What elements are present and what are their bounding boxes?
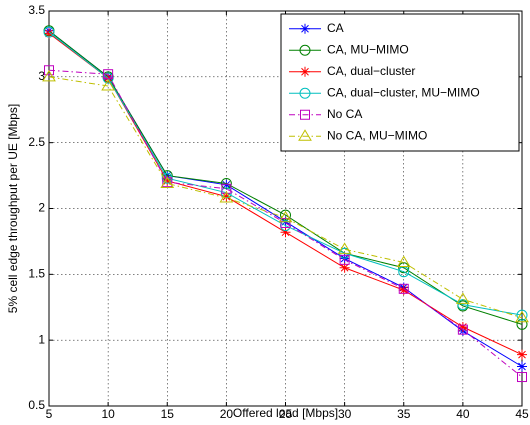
data-point (339, 262, 350, 273)
legend-item: CA (289, 21, 344, 35)
y-axis-label: 5% cell edge throughput per UE [Mbps] (6, 104, 20, 313)
data-point (457, 324, 468, 335)
data-point (221, 191, 232, 202)
legend-label: CA, dual−cluster (327, 64, 415, 78)
data-point (455, 292, 470, 304)
data-point (103, 69, 114, 80)
data-point (517, 349, 527, 360)
data-point (517, 372, 527, 383)
data-point (219, 190, 234, 203)
legend-swatch-marker (298, 129, 312, 141)
y-tick-label: 3 (38, 69, 45, 83)
data-point (457, 299, 469, 311)
series-line (48, 69, 523, 378)
legend: CA CA, MU−MIMO CA, dual−cluster CA, dual−cl… (280, 13, 520, 152)
data-point (44, 28, 54, 39)
y-tick-label: 3.5 (28, 3, 45, 17)
x-tick-label: 35 (397, 407, 411, 420)
series-line (48, 31, 523, 316)
legend-label: CA, MU−MIMO (327, 42, 409, 56)
data-point (160, 176, 175, 188)
data-point (516, 318, 528, 330)
data-point (339, 254, 350, 265)
data-point (517, 361, 527, 372)
data-point (398, 262, 410, 274)
legend-item: CA, MU−MIMO (289, 42, 409, 56)
legend-item: CA, dual−cluster (289, 64, 415, 78)
data-point (280, 209, 291, 221)
x-tick-label: 15 (161, 407, 175, 420)
data-point (516, 309, 528, 321)
series-5 (44, 65, 527, 383)
data-point (457, 322, 468, 332)
data-point (220, 177, 232, 189)
legend-item: No CA, MU−MIMO (289, 128, 427, 142)
x-tick-label: 30 (338, 407, 352, 420)
y-tick-label: 1.5 (28, 267, 45, 281)
x-tick-label: 40 (456, 407, 470, 420)
data-point (515, 310, 529, 323)
y-tick-label: 0.5 (28, 398, 45, 412)
data-point (221, 179, 232, 190)
legend-item: CA, dual−cluster, MU−MIMO (289, 85, 480, 99)
y-tick-label: 2.5 (28, 135, 45, 149)
legend-swatch-marker (300, 109, 310, 120)
y-tick-label: 1 (38, 332, 45, 346)
data-point (42, 69, 56, 82)
legend-box (280, 13, 520, 152)
x-tick-label: 20 (220, 407, 234, 420)
data-point (280, 227, 291, 238)
data-point (221, 183, 232, 194)
legend-label: No CA (327, 107, 362, 121)
x-tick-label: 10 (101, 407, 115, 420)
y-tick-label: 2 (38, 201, 45, 215)
legend-swatch-marker (299, 44, 311, 56)
data-point (43, 26, 55, 38)
data-point (396, 255, 411, 267)
series-6 (42, 69, 529, 323)
legend-item: No CA (289, 107, 362, 121)
x-axis-label: Offered load [Mbps] (233, 406, 338, 420)
data-point (398, 285, 409, 296)
data-point (44, 65, 54, 76)
axis-ticks: 5 10 15 20 25 30 35 40 45 0.5 1 1.5 2 2.5 3 3.5 (28, 3, 529, 421)
series-group (42, 25, 529, 383)
data-point (280, 217, 291, 228)
legend-label: CA (327, 21, 344, 35)
x-tick-label: 25 (279, 407, 293, 420)
data-point (162, 175, 173, 186)
x-tick-label: 45 (515, 407, 529, 420)
data-point (278, 210, 293, 223)
x-tick-label: 5 (46, 407, 53, 420)
legend-swatch-marker (300, 23, 310, 34)
legend-label: CA, dual−cluster, MU−MIMO (327, 85, 480, 99)
data-point (101, 79, 116, 91)
legend-label: No CA, MU−MIMO (327, 128, 427, 142)
legend-swatch-marker (299, 87, 311, 99)
data-point (398, 283, 409, 294)
legend-swatch-marker (300, 66, 310, 77)
series-line (48, 76, 523, 319)
data-point (337, 242, 352, 254)
